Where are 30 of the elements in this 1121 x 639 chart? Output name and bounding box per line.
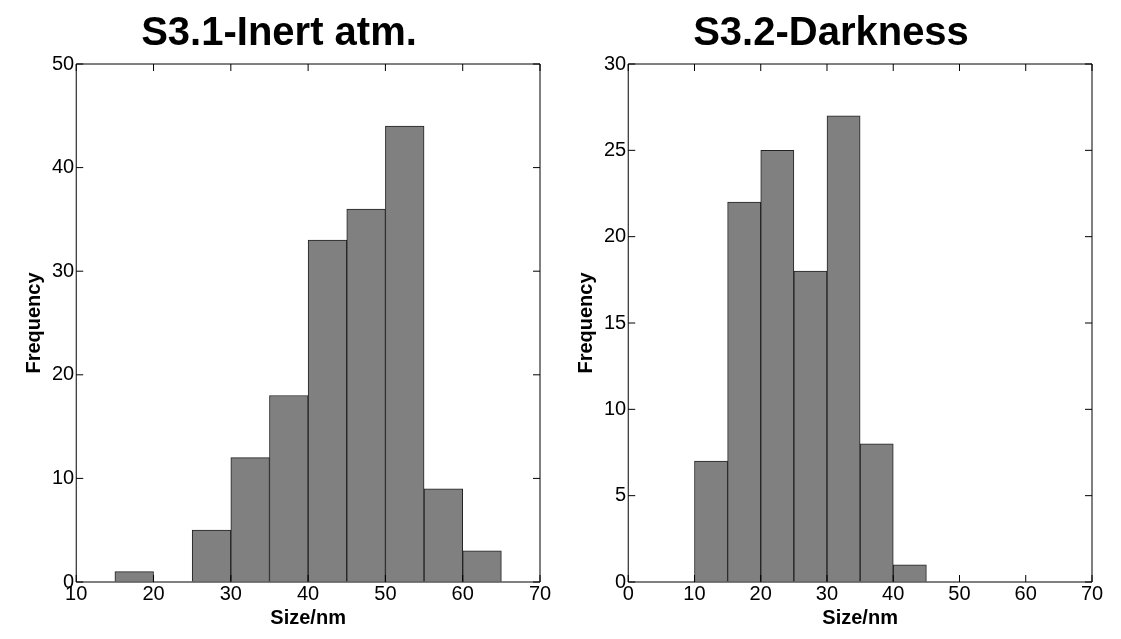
x-tick-label: 70: [528, 581, 552, 604]
y-tick-label: 25: [604, 137, 627, 160]
y-tick-label: 5: [615, 483, 627, 506]
y-tick-label: 20: [604, 224, 627, 247]
x-tick-label: 50: [374, 581, 397, 604]
x-tick-label: 60: [451, 581, 474, 604]
x-tick-label: 30: [219, 581, 242, 604]
x-axis-title: Size/nm: [822, 605, 898, 628]
x-tick-label: 70: [1080, 581, 1104, 604]
x-tick-label: 10: [683, 581, 706, 604]
y-axis-title: Frequency: [21, 271, 44, 374]
y-tick-label: 30: [604, 51, 627, 74]
y-tick-label: 15: [604, 310, 627, 333]
x-tick-label: 60: [1014, 581, 1037, 604]
y-tick-label: 10: [604, 396, 627, 419]
y-axis-title: Frequency: [573, 271, 596, 374]
x-tick-label: 30: [815, 581, 839, 604]
y-tick-label: 50: [52, 51, 75, 74]
x-tick-label: 40: [882, 581, 905, 604]
x-tick-label: 20: [142, 581, 165, 604]
x-tick-label: 50: [948, 581, 971, 604]
chart-title: S3.2-Darkness: [693, 9, 969, 54]
y-tick-label: 20: [52, 362, 75, 385]
x-axis-title: Size/nm: [270, 605, 346, 628]
chart-title: S3.1-Inert atm.: [141, 9, 417, 54]
y-tick-label: 30: [52, 258, 75, 281]
y-tick-label: 10: [52, 465, 75, 488]
x-tick-label: 40: [297, 581, 320, 604]
x-tick-label: 20: [749, 581, 772, 604]
y-tick-label: 40: [52, 155, 75, 178]
